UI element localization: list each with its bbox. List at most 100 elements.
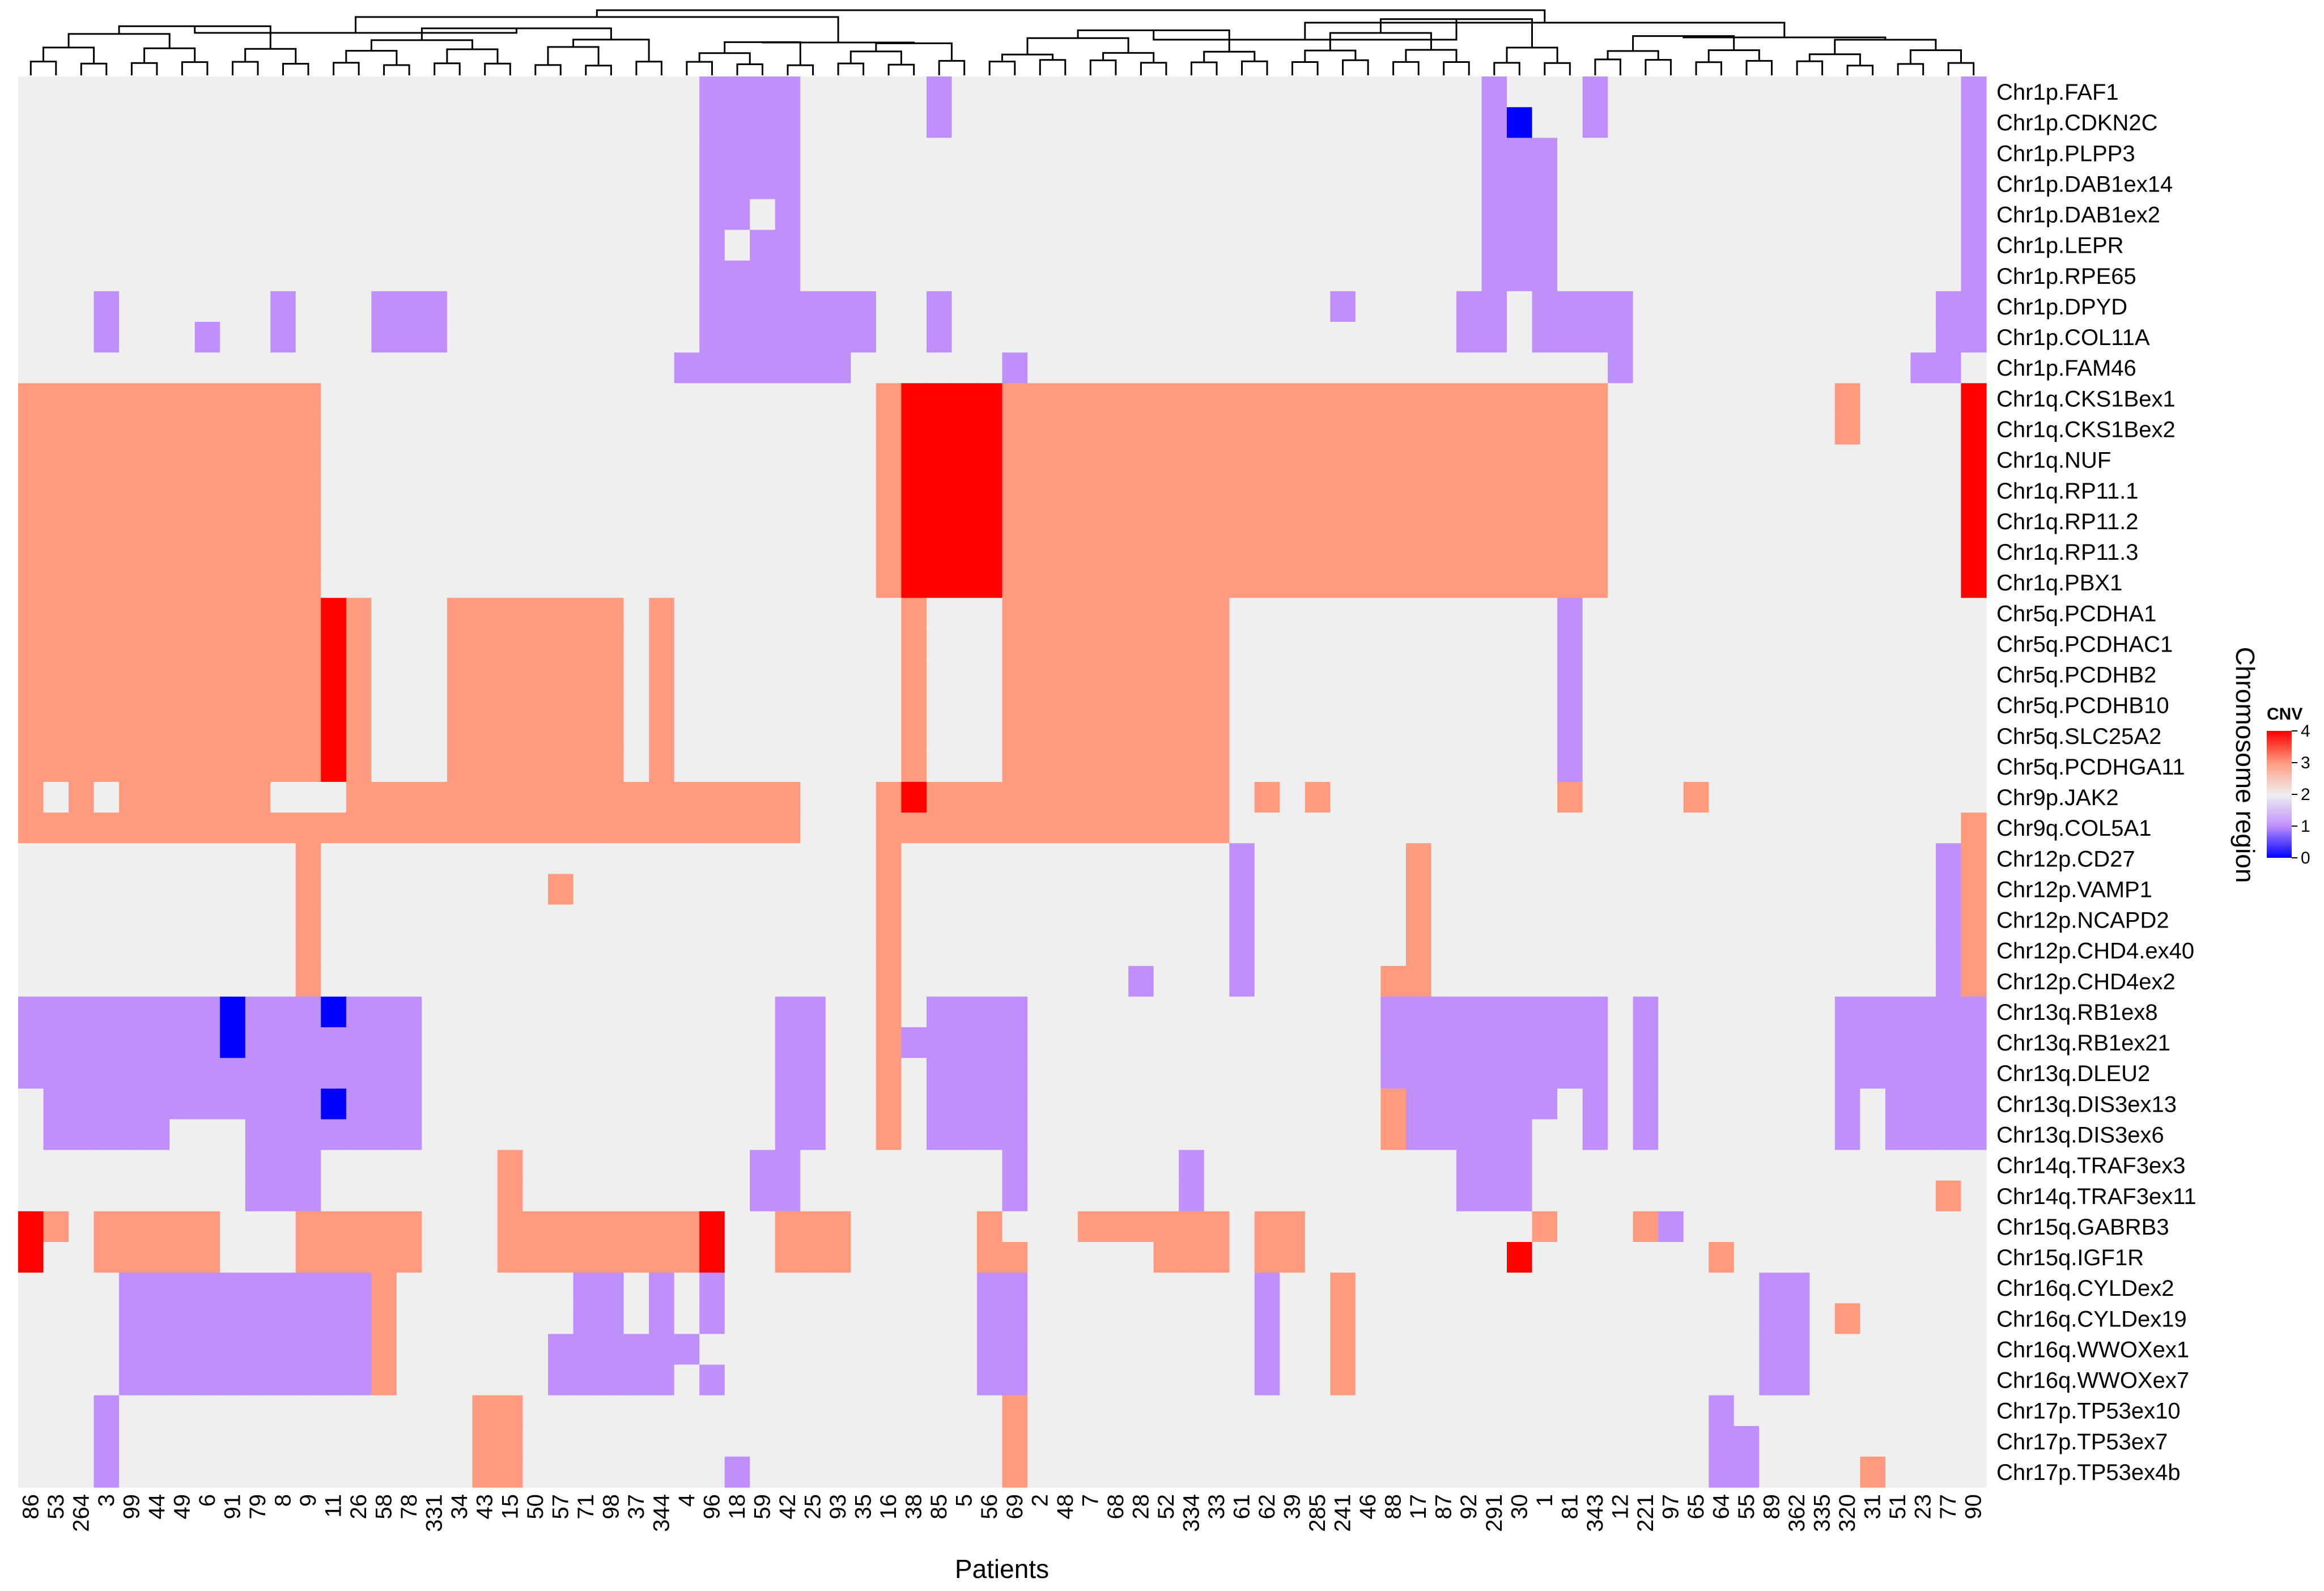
heatmap-cell bbox=[1179, 260, 1205, 292]
heatmap-cell bbox=[1103, 1150, 1129, 1181]
row-label: Chr14q.TRAF3ex3 bbox=[1996, 1154, 2185, 1179]
heatmap-cell bbox=[1305, 935, 1331, 967]
heatmap-cell bbox=[144, 628, 170, 660]
heatmap-cell bbox=[1405, 107, 1432, 138]
heatmap-cell bbox=[472, 1088, 498, 1120]
heatmap-cell bbox=[876, 1456, 902, 1488]
heatmap-cell bbox=[598, 107, 624, 138]
column-label: 9 bbox=[296, 1494, 321, 1507]
heatmap-cell bbox=[220, 628, 246, 660]
heatmap-cell bbox=[396, 352, 423, 384]
heatmap-cell bbox=[1002, 138, 1028, 169]
heatmap-cell bbox=[1759, 1395, 1785, 1427]
heatmap-cell bbox=[926, 536, 953, 568]
heatmap-cell bbox=[674, 1364, 700, 1396]
heatmap-cell bbox=[522, 904, 549, 936]
heatmap-cell bbox=[901, 1395, 927, 1427]
column-label: 93 bbox=[826, 1494, 851, 1520]
heatmap-cell bbox=[1229, 383, 1255, 415]
heatmap-cell bbox=[1961, 720, 1987, 752]
heatmap-cell bbox=[1633, 168, 1659, 200]
heatmap-cell bbox=[1809, 843, 1836, 874]
heatmap-cell bbox=[1885, 598, 1911, 629]
heatmap-cell bbox=[472, 874, 498, 905]
heatmap-cell bbox=[1961, 567, 1987, 598]
heatmap-cell bbox=[295, 782, 321, 813]
heatmap-cell bbox=[876, 965, 902, 997]
heatmap-cell bbox=[699, 383, 725, 415]
heatmap-cell bbox=[497, 107, 524, 138]
heatmap-cell bbox=[1734, 1119, 1760, 1151]
heatmap-cell bbox=[69, 322, 95, 353]
heatmap-cell bbox=[1078, 965, 1104, 997]
heatmap-cell bbox=[119, 260, 145, 292]
heatmap-cell bbox=[119, 1180, 145, 1212]
heatmap-cell bbox=[1885, 383, 1911, 415]
heatmap-cell bbox=[1456, 996, 1482, 1028]
heatmap-cell bbox=[1507, 1150, 1533, 1181]
row-label: Chr1p.CDKN2C bbox=[1996, 110, 2158, 135]
heatmap-cell bbox=[1280, 751, 1306, 782]
heatmap-cell bbox=[194, 322, 220, 353]
heatmap-cell bbox=[194, 168, 220, 200]
heatmap-cell bbox=[548, 904, 574, 936]
heatmap-cell bbox=[1355, 1364, 1381, 1396]
heatmap-cell bbox=[750, 751, 776, 782]
heatmap-cell bbox=[1380, 965, 1407, 997]
heatmap-cell bbox=[1582, 812, 1608, 844]
heatmap-cell bbox=[1809, 782, 1836, 813]
heatmap-cell bbox=[1431, 1334, 1457, 1365]
heatmap-cell bbox=[1759, 843, 1785, 874]
heatmap-cell bbox=[1431, 935, 1457, 967]
heatmap-cell bbox=[649, 414, 675, 445]
heatmap-cell bbox=[18, 1088, 44, 1120]
heatmap-cell bbox=[1027, 751, 1053, 782]
heatmap-cell bbox=[43, 843, 69, 874]
heatmap-cell bbox=[1709, 505, 1735, 537]
heatmap-cell bbox=[1254, 1027, 1280, 1058]
heatmap-cell bbox=[371, 1334, 397, 1365]
heatmap-cell bbox=[876, 751, 902, 782]
heatmap-cell bbox=[447, 322, 473, 353]
heatmap-cell bbox=[1784, 536, 1810, 568]
heatmap-cell bbox=[548, 751, 574, 782]
heatmap-cell bbox=[1481, 904, 1507, 936]
heatmap-cell bbox=[548, 1180, 574, 1212]
heatmap-cell bbox=[1229, 965, 1255, 997]
heatmap-cell bbox=[1532, 76, 1558, 108]
heatmap-cell bbox=[800, 1303, 826, 1334]
heatmap-cell bbox=[220, 843, 246, 874]
heatmap-cell bbox=[1355, 935, 1381, 967]
heatmap-cell bbox=[1128, 598, 1154, 629]
heatmap-cell bbox=[1305, 1027, 1331, 1058]
heatmap-cell bbox=[1734, 996, 1760, 1028]
heatmap-cell bbox=[1734, 475, 1760, 507]
heatmap-cell bbox=[1405, 1426, 1432, 1457]
heatmap-cell bbox=[69, 843, 95, 874]
heatmap-cell bbox=[649, 229, 675, 261]
heatmap-cell bbox=[876, 1303, 902, 1334]
heatmap-cell bbox=[522, 874, 549, 905]
heatmap-cell bbox=[724, 1303, 750, 1334]
heatmap-cell bbox=[1280, 904, 1306, 936]
column-label: 43 bbox=[473, 1494, 498, 1520]
heatmap-cell bbox=[194, 1303, 220, 1334]
heatmap-cell bbox=[346, 1273, 372, 1304]
heatmap-cell bbox=[699, 1426, 725, 1457]
heatmap-cell bbox=[1330, 996, 1356, 1028]
heatmap-cell bbox=[951, 751, 978, 782]
heatmap-cell bbox=[144, 536, 170, 568]
heatmap-cell bbox=[1860, 751, 1886, 782]
heatmap-cell bbox=[1683, 1364, 1709, 1396]
heatmap-cell bbox=[1683, 107, 1709, 138]
heatmap-cell bbox=[245, 1334, 271, 1365]
heatmap-cell bbox=[346, 874, 372, 905]
heatmap-cell bbox=[270, 444, 296, 476]
heatmap-cell bbox=[876, 690, 902, 721]
heatmap-cell bbox=[1834, 475, 1860, 507]
heatmap-cell bbox=[1759, 444, 1785, 476]
heatmap-cell bbox=[371, 1180, 397, 1212]
heatmap-cell bbox=[472, 1150, 498, 1181]
heatmap-cell bbox=[1910, 843, 1936, 874]
heatmap-cell bbox=[1179, 444, 1205, 476]
